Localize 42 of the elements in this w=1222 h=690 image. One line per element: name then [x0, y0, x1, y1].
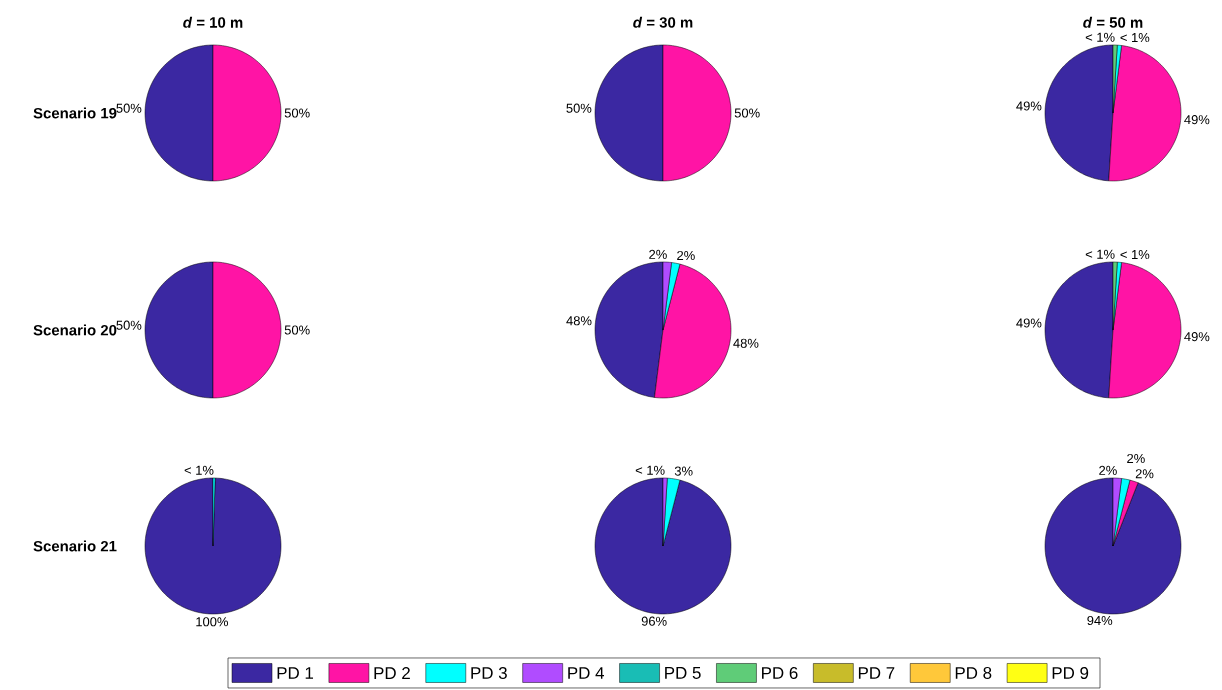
data-label: < 1%	[1120, 250, 1150, 260]
data-label: 49%	[1016, 318, 1042, 328]
legend-label: PD 4	[568, 667, 605, 679]
data-label: 100%	[196, 617, 228, 627]
data-label: 48%	[733, 338, 759, 348]
data-label: 48%	[566, 316, 592, 326]
legend-label: PD 8	[955, 666, 992, 679]
text: Scenario 21	[33, 540, 117, 552]
data-label: 2%	[677, 250, 695, 261]
data-label: 2%	[649, 249, 667, 259]
legend-label: PD 2	[374, 667, 410, 679]
chart-title: d = 30 m	[633, 16, 693, 28]
data-label: < 1%	[1085, 249, 1115, 259]
legend-label: PD 7	[858, 667, 895, 679]
legend-label: PD 9	[1052, 666, 1089, 679]
data-label: 50%	[116, 320, 142, 330]
legend-label: PD 5	[665, 667, 701, 679]
data-label: 49%	[1016, 101, 1042, 111]
data-label: < 1%	[1085, 32, 1115, 42]
data-label: 49%	[1184, 115, 1210, 125]
legend-label: PD 1	[277, 667, 314, 679]
data-label: 2%	[1099, 465, 1117, 475]
chart-title: d = 10 m	[183, 16, 243, 28]
data-label: 3%	[674, 466, 693, 476]
text: Scenario 19	[33, 107, 117, 119]
data-label: 50%	[284, 325, 310, 335]
data-label: 50%	[734, 108, 760, 118]
legend-label: PD 3	[471, 666, 507, 679]
data-label: 50%	[284, 108, 310, 118]
data-label: 50%	[566, 103, 592, 113]
data-label: < 1%	[635, 465, 665, 475]
text: Scenario 20	[33, 324, 117, 336]
data-label: 50%	[116, 103, 142, 113]
data-label: < 1%	[184, 465, 214, 475]
data-label: 49%	[1184, 332, 1210, 342]
data-label: 2%	[1127, 453, 1145, 464]
data-label: < 1%	[1120, 33, 1150, 43]
data-label: 96%	[641, 616, 667, 626]
data-label: 2%	[1135, 469, 1154, 479]
legend-label: PD 6	[762, 666, 798, 679]
chart-title: d = 50 m	[1083, 16, 1143, 28]
data-label: 94%	[1087, 615, 1113, 626]
